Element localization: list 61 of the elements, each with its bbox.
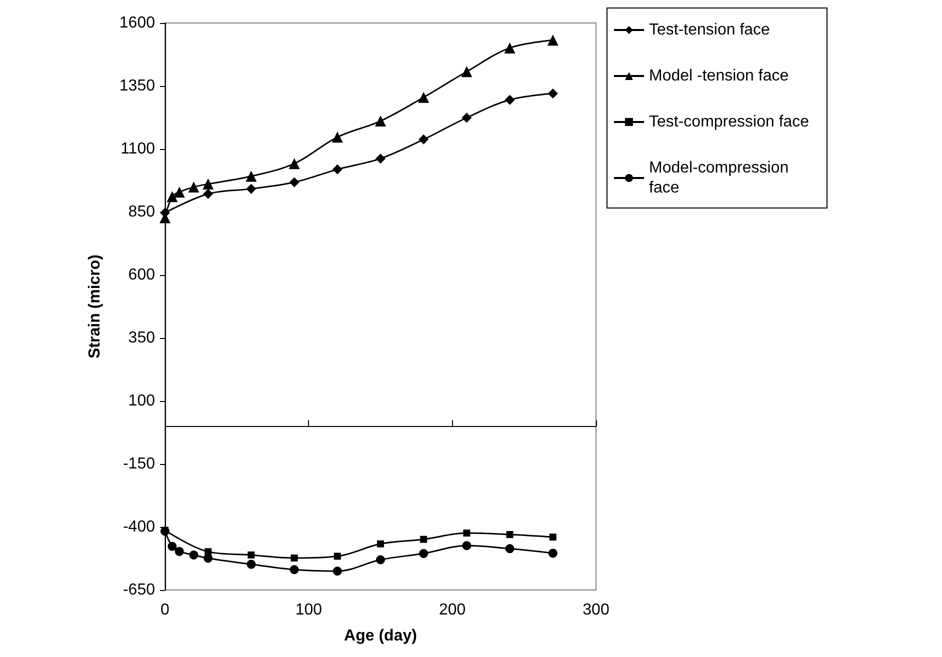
legend-label: Test-tension face: [649, 22, 770, 38]
point: [332, 164, 342, 174]
point: [463, 530, 470, 537]
point: [174, 186, 185, 198]
point: [174, 546, 184, 556]
point: [188, 182, 200, 193]
point: [548, 548, 558, 558]
point: [504, 42, 516, 54]
point: [248, 551, 255, 558]
point: [376, 154, 386, 164]
point: [420, 536, 428, 543]
point: [376, 555, 385, 564]
x-tick-label: 200: [438, 602, 466, 618]
point: [204, 548, 212, 556]
point: [418, 92, 430, 103]
point: [548, 88, 558, 99]
point: [288, 158, 300, 170]
point: [246, 170, 257, 182]
point: [462, 112, 472, 123]
point: [547, 34, 558, 46]
legend-label: Test-compression face: [649, 114, 810, 130]
legend-label: Model -tension face: [649, 68, 789, 84]
y-tick-label: 850: [128, 204, 156, 220]
point: [506, 531, 514, 538]
point: [290, 554, 298, 562]
y-tick-label: 1600: [119, 14, 156, 32]
y-tick-label: 1350: [119, 78, 156, 94]
y-tick-label: -650: [122, 582, 156, 598]
point: [375, 116, 386, 127]
y-tick-label: -400: [122, 518, 156, 536]
point: [504, 94, 515, 105]
x-axis-title: Age (day): [344, 628, 417, 644]
point: [246, 560, 256, 569]
point: [168, 542, 177, 551]
point: [290, 565, 299, 574]
y-axis-title: Strain (micro): [86, 254, 104, 359]
x-tick-label: 0: [160, 602, 170, 618]
point: [189, 550, 198, 560]
y-tick-label: 600: [128, 266, 156, 284]
y-tick-label: 100: [128, 392, 156, 410]
point: [549, 534, 556, 541]
point: [334, 552, 341, 560]
point: [418, 134, 429, 144]
point: [203, 188, 214, 199]
x-tick-label: 100: [295, 602, 322, 618]
point: [377, 540, 384, 548]
x-tick-label: 300: [582, 602, 610, 618]
legend-label: Model-compression face: [649, 160, 794, 196]
point: [246, 184, 256, 194]
point: [462, 541, 472, 550]
point: [289, 177, 300, 188]
point: [461, 66, 472, 78]
point: [419, 548, 428, 558]
point: [332, 566, 342, 576]
y-tick-label: -150: [122, 456, 156, 472]
point: [166, 191, 178, 202]
point: [202, 178, 214, 190]
y-tick-label: 1100: [120, 140, 156, 158]
point: [332, 132, 343, 143]
point: [505, 544, 514, 554]
y-tick-label: 350: [128, 330, 156, 346]
